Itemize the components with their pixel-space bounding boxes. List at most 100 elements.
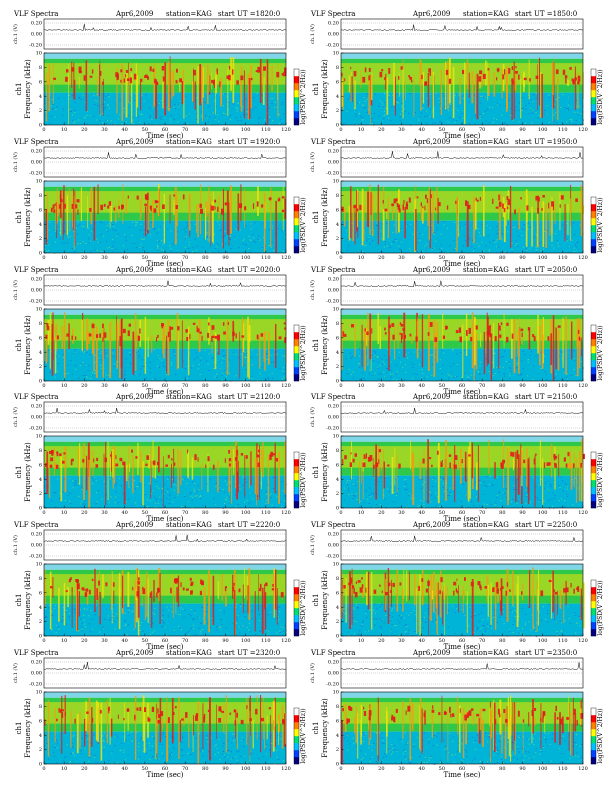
hotspot [203,716,206,723]
noise-speck [83,250,85,252]
hotspot [344,455,347,460]
noise-speck [510,609,512,611]
hotspot [272,584,274,587]
sferic-streak [266,59,269,125]
spectrogram-band [44,309,286,315]
noise-speck [526,496,528,497]
noise-speck [554,121,556,123]
sferic-streak [86,590,89,605]
colorbar [293,324,300,382]
noise-speck [48,229,51,231]
noise-speck [362,104,364,106]
noise-speck [58,355,60,357]
hotspot [571,78,574,81]
colorbar-segment [591,211,596,219]
hotspot [154,78,156,84]
noise-speck [193,610,195,612]
hotspot [61,712,64,718]
time-tick-label: 90 [222,638,228,644]
noise-speck [192,250,194,252]
noise-speck [552,492,555,494]
sferic-streak [52,577,54,598]
hotspot [112,582,115,587]
hotspot [281,73,284,76]
noise-speck [78,495,80,497]
noise-speck [169,108,171,110]
noise-speck [213,234,215,236]
noise-speck [228,359,230,361]
colorbar-segment [294,601,299,609]
noise-speck [71,761,73,763]
hotspot [240,75,244,81]
sferic-streak [208,185,210,243]
sferic-streak [192,720,194,752]
hotspot [464,577,466,581]
hotspot [170,587,172,594]
noise-speck [559,487,561,488]
noise-speck [535,112,537,114]
amplitude-tick-label: 0.00 [31,415,42,421]
noise-speck [140,368,142,370]
hotspot [241,335,245,338]
sferic-streak [71,61,73,88]
noise-speck [71,114,73,116]
sferic-streak [152,199,154,228]
noise-speck [112,124,114,125]
sferic-streak [387,197,389,238]
sferic-streak [536,209,539,247]
noise-speck [145,753,147,755]
noise-speck [424,245,426,247]
noise-speck [433,477,435,479]
spectrogram [341,53,584,126]
noise-speck [263,237,265,238]
noise-speck [525,503,527,505]
noise-speck [153,228,155,230]
noise-speck [279,367,281,369]
noise-speck [169,757,171,759]
noise-speck [184,246,186,248]
freq-axis-label: Frequency (kHz) [24,187,32,247]
sferic-streak [551,197,553,242]
freq-tick-label: 8 [39,193,42,199]
noise-speck [233,97,235,99]
noise-speck [198,617,200,618]
freq-tick-label: 8 [39,65,42,71]
noise-speck [112,349,114,351]
noise-speck [343,238,345,240]
noise-speck [279,119,281,121]
panel-start-ut: start UT =1950:0 [515,138,577,146]
noise-speck [266,743,268,745]
sferic-streak [240,80,242,107]
sferic-streak [121,575,124,609]
noise-speck [140,604,142,605]
hotspot [431,464,433,467]
sferic-streak [239,331,241,378]
freq-tick-label: 4 [39,94,42,100]
noise-speck [413,609,415,611]
noise-speck [269,119,271,121]
noise-speck [127,364,129,366]
noise-speck [140,503,142,505]
sferic-streak [515,451,517,503]
noise-speck [436,229,438,231]
noise-speck [367,93,369,95]
noise-speck [241,736,243,738]
noise-speck [539,484,541,485]
noise-speck [284,625,286,627]
noise-speck [256,93,258,94]
freq-tick-label: 0 [336,379,339,385]
sferic-streak [87,195,89,228]
hotspot [154,200,158,204]
hotspot [552,204,554,211]
hotspot [65,76,68,82]
sferic-streak [162,78,164,109]
hotspot [453,464,455,470]
noise-speck [154,378,156,380]
hotspot [211,325,215,330]
noise-speck [48,604,51,606]
noise-speck [527,607,530,608]
noise-speck [255,733,257,734]
noise-speck [454,376,457,378]
noise-speck [485,358,487,360]
hotspot [98,580,100,586]
